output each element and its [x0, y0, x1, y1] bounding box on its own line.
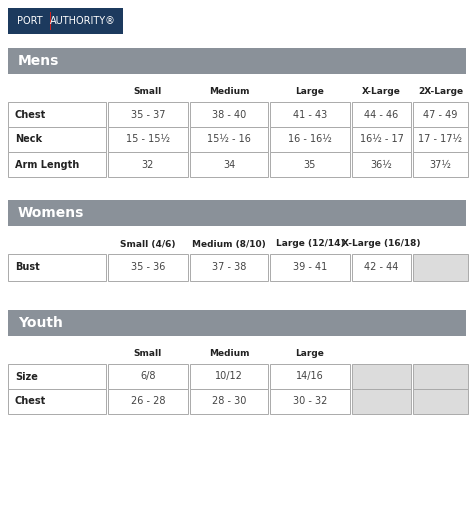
Bar [8, 389, 106, 414]
Text: 10/12: 10/12 [215, 371, 243, 382]
Bar [352, 127, 411, 152]
Bar [413, 102, 468, 127]
Text: Medium (8/10): Medium (8/10) [192, 239, 266, 249]
Text: 34: 34 [223, 160, 235, 169]
Bar [352, 254, 411, 281]
Bar [413, 152, 468, 177]
Text: Neck: Neck [15, 134, 42, 145]
Text: 47 - 49: 47 - 49 [423, 110, 458, 119]
Text: 14/16: 14/16 [296, 371, 324, 382]
Bar [270, 389, 350, 414]
Text: 2X-Large: 2X-Large [418, 88, 463, 96]
Bar [8, 254, 106, 281]
Bar [8, 127, 106, 152]
Bar [190, 254, 268, 281]
Text: 41 - 43: 41 - 43 [293, 110, 327, 119]
Text: Medium: Medium [209, 88, 249, 96]
Bar [352, 102, 411, 127]
Bar [108, 389, 188, 414]
Text: 35 - 36: 35 - 36 [131, 263, 165, 272]
Text: 37½: 37½ [429, 160, 451, 169]
Bar [190, 127, 268, 152]
Bar [190, 152, 268, 177]
Text: 30 - 32: 30 - 32 [293, 397, 327, 406]
Text: 38 - 40: 38 - 40 [212, 110, 246, 119]
Bar [413, 127, 468, 152]
Bar [8, 200, 466, 226]
Text: 42 - 44: 42 - 44 [365, 263, 399, 272]
Text: 39 - 41: 39 - 41 [293, 263, 327, 272]
Bar [108, 102, 188, 127]
Bar [50, 12, 52, 30]
Bar [8, 152, 106, 177]
Text: Chest: Chest [15, 110, 46, 119]
Bar [352, 364, 411, 389]
Text: Small (4/6): Small (4/6) [120, 239, 176, 249]
Text: 35 - 37: 35 - 37 [131, 110, 165, 119]
Bar [8, 8, 123, 34]
Text: Arm Length: Arm Length [15, 160, 79, 169]
Text: 32: 32 [142, 160, 154, 169]
Bar [413, 254, 468, 281]
Text: 35: 35 [304, 160, 316, 169]
Text: 26 - 28: 26 - 28 [131, 397, 165, 406]
Bar [413, 389, 468, 414]
Bar [190, 389, 268, 414]
Text: 16 - 16½: 16 - 16½ [288, 134, 332, 145]
Text: 17 - 17½: 17 - 17½ [419, 134, 463, 145]
Text: Large: Large [296, 350, 324, 358]
Bar [108, 364, 188, 389]
Text: Womens: Womens [18, 206, 84, 220]
Bar [413, 364, 468, 389]
Bar [352, 152, 411, 177]
Text: PORT: PORT [17, 16, 43, 26]
Text: X-Large (16/18): X-Large (16/18) [342, 239, 421, 249]
Bar [352, 389, 411, 414]
Bar [270, 254, 350, 281]
Text: Small: Small [134, 88, 162, 96]
Text: Bust: Bust [15, 263, 40, 272]
Text: 6/8: 6/8 [140, 371, 156, 382]
Text: Large (12/14): Large (12/14) [276, 239, 344, 249]
Text: 15½ - 16: 15½ - 16 [207, 134, 251, 145]
Bar [190, 364, 268, 389]
Text: Chest: Chest [15, 397, 46, 406]
Bar [8, 48, 466, 74]
Text: 36½: 36½ [371, 160, 392, 169]
Bar [108, 152, 188, 177]
Text: X-Large: X-Large [362, 88, 401, 96]
Text: 28 - 30: 28 - 30 [212, 397, 246, 406]
Text: 15 - 15½: 15 - 15½ [126, 134, 170, 145]
Bar [270, 152, 350, 177]
Text: Youth: Youth [18, 316, 63, 330]
Text: Mens: Mens [18, 54, 59, 68]
Text: 44 - 46: 44 - 46 [365, 110, 399, 119]
Bar [108, 254, 188, 281]
Bar [8, 310, 466, 336]
Bar [270, 364, 350, 389]
Bar [8, 102, 106, 127]
Text: Size: Size [15, 371, 38, 382]
Text: AUTHORITY®: AUTHORITY® [50, 16, 116, 26]
Text: Medium: Medium [209, 350, 249, 358]
Text: 16½ - 17: 16½ - 17 [360, 134, 403, 145]
Bar [190, 102, 268, 127]
Text: 37 - 38: 37 - 38 [212, 263, 246, 272]
Text: Small: Small [134, 350, 162, 358]
Bar [270, 127, 350, 152]
Text: Large: Large [296, 88, 324, 96]
Bar [108, 127, 188, 152]
Bar [270, 102, 350, 127]
Bar [8, 364, 106, 389]
